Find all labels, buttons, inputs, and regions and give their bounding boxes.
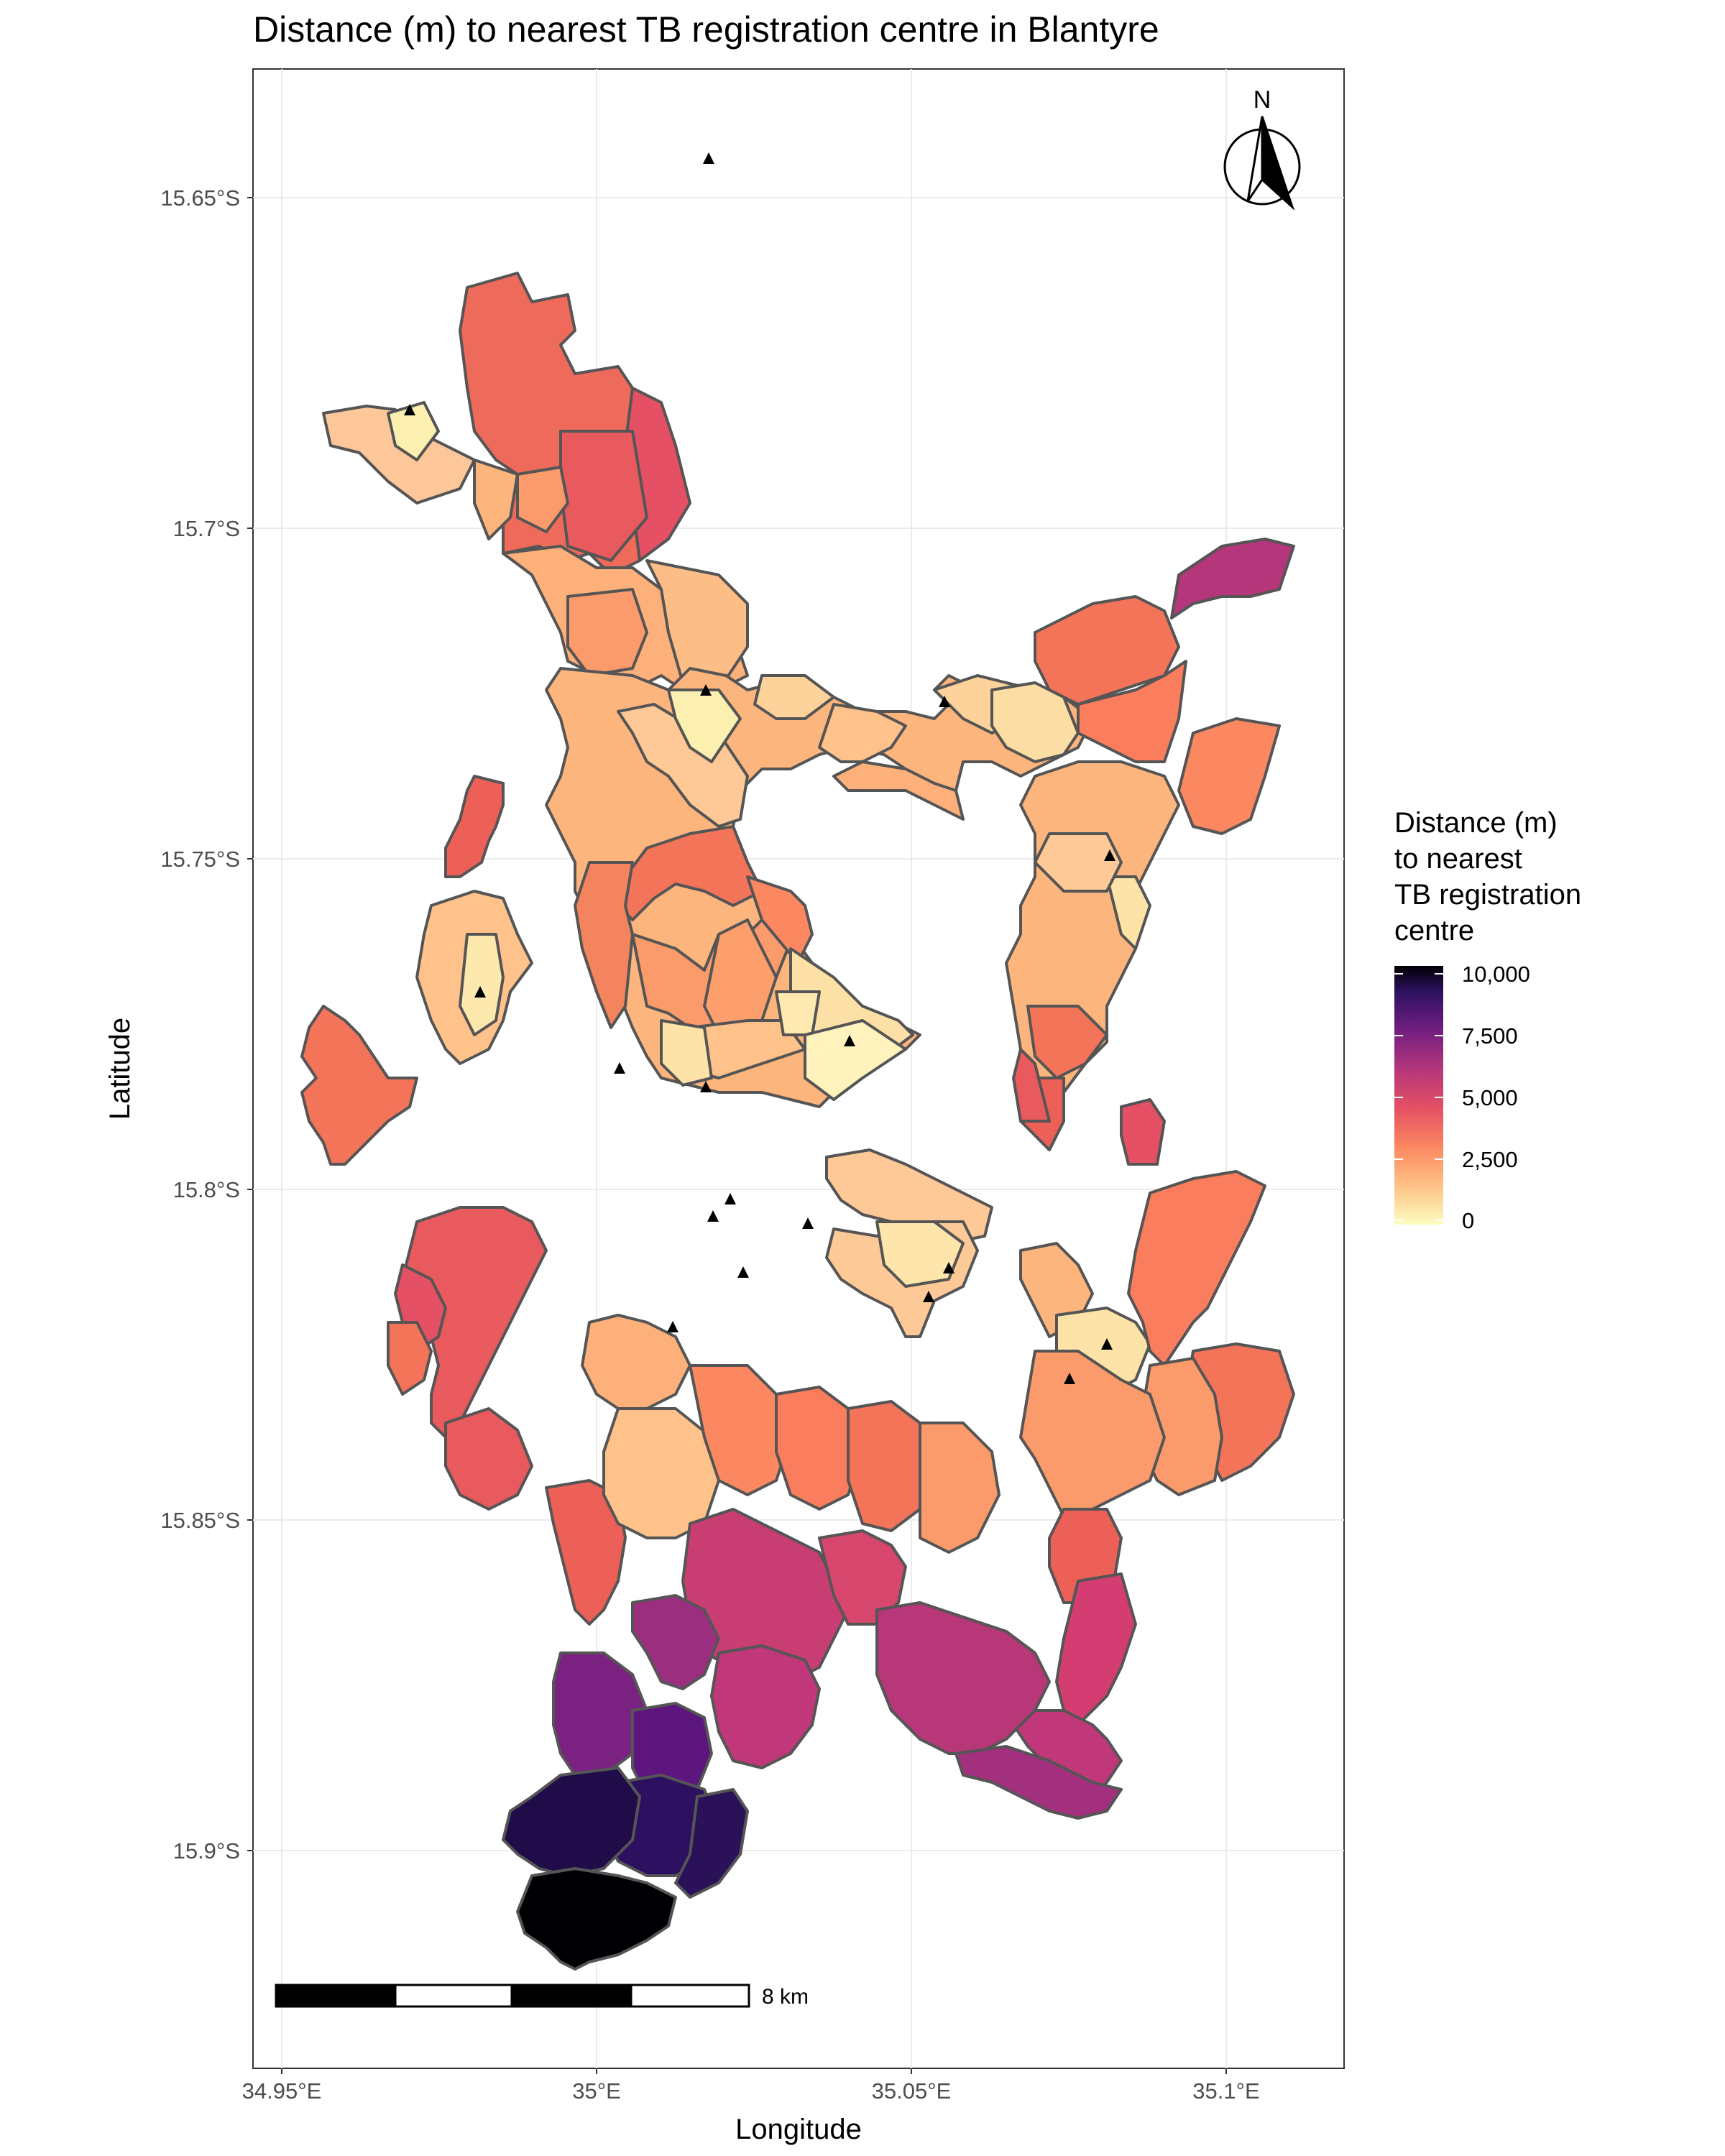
x-tick-label: 35.05°E xyxy=(872,2078,952,2104)
scale-bar: 8 km xyxy=(275,1984,809,2009)
area-region xyxy=(1105,875,1151,950)
area-region xyxy=(459,933,505,1036)
legend-title-line: TB registration xyxy=(1394,879,1581,911)
legend-tick-label: 7,500 xyxy=(1462,1023,1518,1049)
centre-marker xyxy=(1064,1373,1075,1384)
area-region xyxy=(444,1407,533,1511)
area-region xyxy=(1019,1350,1166,1518)
area-region xyxy=(1177,717,1281,835)
centre-marker xyxy=(724,1193,736,1204)
area-region xyxy=(674,1788,749,1899)
area-region xyxy=(444,775,505,878)
area-region xyxy=(516,1867,677,1971)
x-tick-label: 35°E xyxy=(572,2078,621,2104)
area-region xyxy=(1127,1170,1266,1367)
legend-title-line: Distance (m) xyxy=(1394,807,1558,839)
chart-title: Distance (m) to nearest TB registration … xyxy=(253,9,1159,50)
north-arrow-right-icon xyxy=(1261,116,1295,211)
centre-marker xyxy=(1104,849,1116,861)
legend-colorbar xyxy=(1394,966,1443,1225)
area-region xyxy=(300,1005,418,1166)
area-region xyxy=(1120,1098,1166,1166)
x-tick-label: 34.95°E xyxy=(242,2078,322,2104)
centre-marker xyxy=(614,1062,625,1074)
legend-tick-label: 0 xyxy=(1462,1208,1474,1233)
legend: Distance (m) to nearest TB registration … xyxy=(1394,807,1581,1233)
centre-marker xyxy=(923,1291,934,1302)
centre-marker xyxy=(943,1262,954,1273)
area-region xyxy=(954,1745,1123,1820)
centre-marker xyxy=(939,696,950,707)
area-region xyxy=(631,1594,720,1690)
x-tick-label: 35.1°E xyxy=(1192,2078,1259,2104)
y-tick-label: 15.9°S xyxy=(173,1838,240,1864)
area-region xyxy=(602,1407,720,1539)
area-region xyxy=(753,674,835,720)
area-region xyxy=(1012,1048,1051,1123)
area-region xyxy=(1077,660,1187,763)
scale-bar-label: 8 km xyxy=(762,1985,809,2009)
area-region xyxy=(387,1321,433,1396)
legend-title-line: centre xyxy=(1394,915,1474,946)
legend-tick-label: 10,000 xyxy=(1462,962,1530,987)
area-region xyxy=(710,1644,821,1769)
centre-marker xyxy=(737,1266,749,1278)
area-region xyxy=(322,405,476,505)
centre-marker xyxy=(707,1210,719,1222)
area-region xyxy=(667,688,742,763)
centre-marker xyxy=(802,1217,814,1229)
area-region xyxy=(818,1529,907,1626)
area-region xyxy=(574,861,634,1029)
centre-marker xyxy=(700,684,712,696)
legend-title-line: to nearest xyxy=(1394,843,1522,875)
area-region xyxy=(387,401,440,461)
area-region xyxy=(832,760,965,821)
centre-marker xyxy=(667,1321,678,1332)
y-tick-label: 15.7°S xyxy=(173,516,240,541)
y-tick-label: 15.75°S xyxy=(160,847,240,872)
area-region xyxy=(775,1386,864,1511)
centre-marker xyxy=(844,1035,855,1046)
y-tick-label: 15.85°S xyxy=(160,1508,240,1533)
area-region xyxy=(875,1220,965,1288)
areas-layer xyxy=(300,272,1295,1971)
y-axis-title: Latitude xyxy=(104,1018,136,1120)
area-region xyxy=(1026,1005,1108,1079)
centres-layer xyxy=(404,152,1116,1384)
area-region xyxy=(566,588,648,677)
area-region xyxy=(516,466,569,533)
area-region xyxy=(660,1019,713,1087)
area-region xyxy=(746,875,814,964)
area-region xyxy=(775,990,821,1036)
area-region xyxy=(804,1019,907,1101)
centre-marker xyxy=(474,986,486,998)
y-tick-label: 15.65°S xyxy=(160,185,240,211)
area-region xyxy=(473,459,519,540)
x-axis: 34.95°E 35°E 35.05°E 35.1°E xyxy=(242,2068,1260,2104)
y-axis: 15.65°S 15.7°S 15.75°S 15.8°S 15.85°S 15… xyxy=(160,185,253,1864)
area-region xyxy=(818,703,907,763)
y-tick-label: 15.8°S xyxy=(173,1177,240,1202)
area-region xyxy=(581,1314,691,1410)
centre-marker xyxy=(404,404,415,415)
x-axis-title: Longitude xyxy=(735,2114,862,2145)
area-region xyxy=(919,1422,1000,1554)
area-region xyxy=(1055,1572,1137,1726)
area-region xyxy=(689,1364,792,1496)
area-region xyxy=(875,1601,1051,1755)
area-region xyxy=(1170,538,1295,619)
area-region xyxy=(1034,832,1123,893)
north-arrow: N xyxy=(1223,86,1301,211)
legend-tick-label: 5,000 xyxy=(1462,1085,1518,1110)
centre-marker xyxy=(703,152,714,164)
centre-marker xyxy=(1101,1338,1113,1350)
area-region xyxy=(990,681,1080,763)
legend-tick-label: 2,500 xyxy=(1462,1147,1518,1172)
north-arrow-label: N xyxy=(1254,86,1271,114)
centre-marker xyxy=(700,1081,712,1092)
